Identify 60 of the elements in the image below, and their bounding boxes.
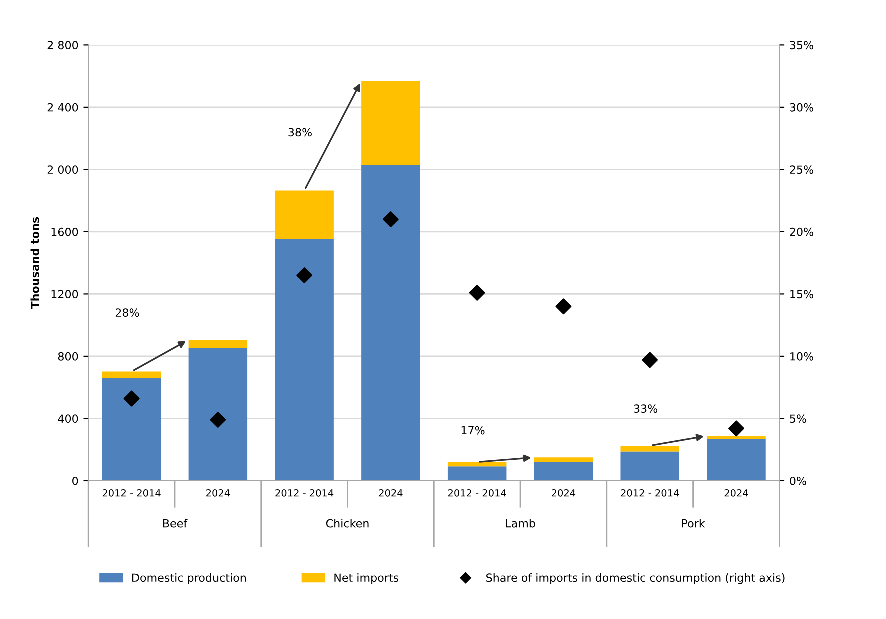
bar	[707, 436, 766, 440]
text: Lamb	[506, 519, 536, 528]
y-axis-title: Thousand tons	[30, 217, 40, 310]
annotation: 28%	[116, 308, 140, 318]
x-tick-label: 2024	[724, 489, 748, 497]
y2-tick-label: 15%	[790, 290, 814, 299]
y2-tick-label: 20%	[790, 228, 814, 236]
y-tick-label: 0	[72, 476, 78, 486]
point	[296, 268, 313, 284]
y-tick-label: 800	[58, 352, 78, 361]
x-tick-label: 2024	[206, 489, 230, 497]
point	[728, 420, 744, 437]
x-tick-label: 2012 - 2014	[102, 489, 161, 497]
bar	[188, 340, 248, 348]
legend-label: Share of imports in domestic consumption (right axis)	[486, 573, 785, 584]
point	[210, 412, 226, 428]
bar	[534, 458, 594, 462]
point	[642, 352, 658, 368]
bar	[275, 190, 334, 240]
annotation: 38%	[288, 128, 312, 137]
point	[124, 390, 140, 407]
bar	[448, 462, 507, 467]
y-tick-label: 2 800	[48, 41, 78, 50]
bar	[707, 439, 766, 481]
y-tick-label: 1200	[52, 290, 78, 299]
y2-tick-label: 30%	[790, 103, 814, 112]
bar	[188, 348, 248, 481]
x-tick-label: 2012 - 2014	[276, 489, 334, 497]
y-tick-label: 2 000	[48, 166, 78, 174]
point	[556, 298, 572, 315]
x-tick-label: 2024	[379, 489, 403, 497]
y2-tick-label: 25%	[790, 166, 814, 174]
point	[382, 212, 399, 228]
text: Chicken	[326, 519, 369, 528]
x-tick-label: 2024	[552, 489, 576, 497]
y-tick-label: 400	[58, 414, 78, 424]
bar	[534, 462, 594, 481]
bar	[275, 239, 334, 481]
y-tick-label: 2 400	[48, 103, 78, 112]
bar	[362, 165, 420, 481]
bar	[620, 446, 680, 452]
x-tick-label: 2012 - 2014	[621, 489, 680, 497]
y2-tick-label: 0%	[790, 476, 806, 486]
bar	[448, 466, 507, 481]
y-tick-label: 1600	[52, 228, 78, 236]
legend-label: Domestic production	[132, 573, 246, 584]
bar	[102, 372, 162, 378]
legend-label: Net imports	[334, 573, 399, 584]
bar	[102, 378, 162, 481]
text: Pork	[682, 519, 706, 528]
annotation: 33%	[634, 404, 658, 414]
point	[469, 284, 486, 301]
x-tick-label: 2012 - 2014	[448, 489, 506, 497]
annotation: 17%	[462, 426, 485, 435]
bar	[620, 452, 680, 481]
y2-tick-label: 10%	[790, 352, 814, 361]
y2-tick-label: 5%	[790, 414, 806, 424]
bar	[362, 81, 420, 166]
y2-tick-label: 35%	[790, 41, 814, 50]
text: Beef	[163, 519, 188, 528]
